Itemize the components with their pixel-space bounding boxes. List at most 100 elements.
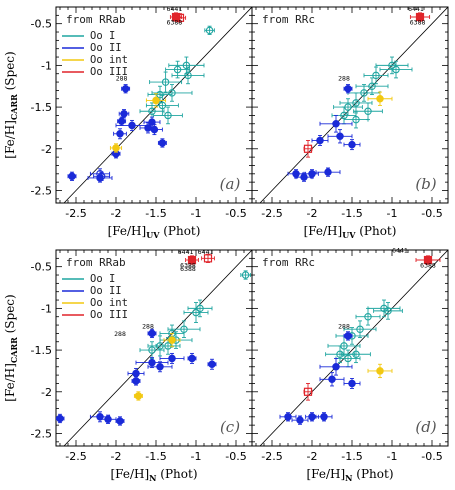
marker-circle xyxy=(308,170,316,178)
data-point xyxy=(343,320,377,339)
x-axis-label: [Fe/H]N (Phot) xyxy=(111,467,198,483)
data-point xyxy=(115,416,125,426)
point-annotation: 6441 xyxy=(178,248,194,256)
y-tick-label: -0.5 xyxy=(31,261,52,274)
y-tick-label: -2.5 xyxy=(31,427,52,440)
marker-circle xyxy=(158,101,167,110)
point-annotation: 288 xyxy=(114,330,126,338)
x-tick-label: -2.5 xyxy=(261,207,282,220)
data-point xyxy=(363,66,389,85)
data-point xyxy=(353,102,383,121)
marker-circle xyxy=(372,71,380,80)
x-axis-label: [Fe/H]N (Phot) xyxy=(307,467,394,483)
data-point xyxy=(343,84,353,94)
marker-circle xyxy=(192,308,200,317)
y-tick-label: -1.5 xyxy=(31,344,52,357)
data-point xyxy=(240,270,251,280)
data-point xyxy=(319,357,353,376)
data-point xyxy=(409,12,431,22)
data-point xyxy=(367,363,393,379)
marker-circle xyxy=(150,125,159,134)
marker-circle xyxy=(308,413,316,421)
marker-circle xyxy=(356,325,364,333)
data-point xyxy=(367,91,393,106)
marker-circle xyxy=(205,26,214,35)
data-point xyxy=(145,93,167,108)
data-point xyxy=(355,77,389,96)
data-points xyxy=(279,255,441,425)
data-point xyxy=(315,412,333,422)
data-points xyxy=(287,12,431,182)
data-point xyxy=(145,124,163,136)
data-point xyxy=(201,253,215,263)
x-tick-label: -2 xyxy=(307,207,318,220)
point-annotation: 6441 xyxy=(408,5,424,13)
x-tick-label: -2 xyxy=(111,207,122,220)
marker-circle xyxy=(196,304,204,313)
data-point xyxy=(343,377,361,389)
marker-circle xyxy=(188,354,196,363)
x-tick-label: -0.5 xyxy=(225,450,246,463)
data-point xyxy=(159,352,185,364)
marker-circle xyxy=(173,65,182,74)
marker-circle xyxy=(164,342,172,350)
data-point xyxy=(143,116,161,128)
marker-circle xyxy=(168,354,176,363)
x-tick-label: -2 xyxy=(307,450,318,463)
data-point xyxy=(147,361,173,373)
panel-title: from RRc xyxy=(262,13,315,26)
data-point xyxy=(113,128,127,140)
panel-label: (a) xyxy=(220,175,241,193)
marker-circle xyxy=(148,329,156,338)
marker-circle xyxy=(241,271,250,279)
marker-circle xyxy=(324,168,332,176)
marker-circle xyxy=(320,413,328,421)
marker-square xyxy=(303,144,313,153)
data-point xyxy=(121,84,131,94)
y-tick-label: -1 xyxy=(41,59,52,72)
legend-label: Oo II xyxy=(90,285,122,297)
panel-b: -2.5 -2 -1.5 -1 -0.5 [Fe/H]UV (Phot) from RRc 6… xyxy=(251,5,449,240)
one-to-one-line xyxy=(259,250,448,446)
marker-circle xyxy=(148,358,156,367)
data-point xyxy=(185,255,199,265)
x-tick-label: -1 xyxy=(191,207,202,220)
data-point xyxy=(375,56,409,75)
point-annotation: 6388 xyxy=(180,265,196,273)
marker-square xyxy=(203,254,213,263)
marker-square xyxy=(303,387,313,396)
marker-circle xyxy=(296,416,304,424)
point-annotation: 6388 xyxy=(420,262,436,270)
data-point xyxy=(153,106,183,125)
panel-title: from RRab xyxy=(66,13,126,26)
data-point xyxy=(315,167,341,177)
marker-circle xyxy=(348,140,356,149)
y-tick-label: -1.5 xyxy=(31,101,52,114)
data-point xyxy=(187,352,197,364)
data-point xyxy=(415,255,441,265)
marker-circle xyxy=(128,121,136,130)
marker-circle xyxy=(364,312,372,321)
x-tick-label: -2.5 xyxy=(65,450,86,463)
y-tick-label: -0.5 xyxy=(31,18,52,31)
x-tick-label: -1 xyxy=(387,450,398,463)
y-axis-label: [Fe/H]CARR (Spec) xyxy=(3,51,19,158)
data-point xyxy=(279,412,297,422)
y-tick-label: -2 xyxy=(41,386,52,399)
point-annotation: 288 xyxy=(338,74,350,82)
y-tick-label: -2.5 xyxy=(31,184,52,197)
data-point xyxy=(343,139,361,151)
data-point xyxy=(207,358,217,370)
data-point xyxy=(327,129,353,144)
marker-circle xyxy=(328,375,336,384)
marker-circle xyxy=(158,139,167,147)
data-point xyxy=(149,71,183,93)
marker-circle xyxy=(384,307,392,315)
data-point xyxy=(343,110,369,129)
plot-frame xyxy=(251,249,449,447)
marker-circle xyxy=(121,84,130,93)
marker-circle xyxy=(352,99,360,107)
x-tick-label: -0.5 xyxy=(421,450,442,463)
point-annotation: 6441 xyxy=(167,5,183,13)
marker-circle xyxy=(392,65,400,74)
